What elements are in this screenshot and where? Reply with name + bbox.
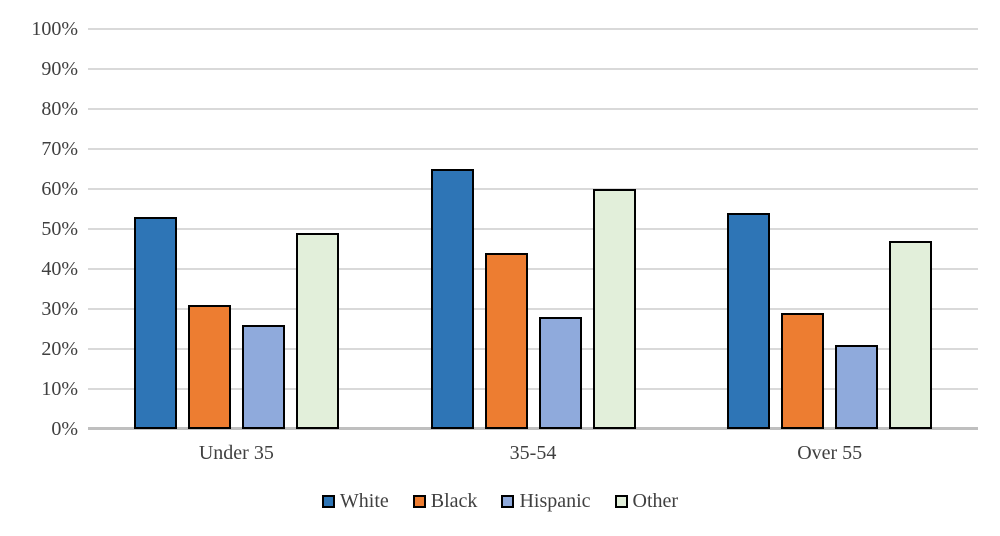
bar-group [88,29,385,429]
bar-other-under-35 [295,233,339,429]
legend-item-black: Black [412,490,478,513]
gridline [88,228,978,230]
legend-swatch-icon [501,495,515,508]
gridline [88,268,978,270]
y-tick-label: 90% [41,58,78,80]
legend-item-other: Other [614,490,679,513]
bar-white-35-54 [430,169,474,429]
y-tick-label: 100% [31,18,78,40]
bar-black-35-54 [484,253,528,429]
bar-black-over-55 [781,313,825,429]
x-axis-labels: Under 35 35-54 Over 55 [88,442,978,465]
gridline [88,188,978,190]
gridline [88,348,978,350]
y-tick-label: 80% [41,98,78,120]
legend-swatch-icon [321,495,335,508]
gridline [88,108,978,110]
x-axis-category-label: Under 35 [198,442,274,464]
bar-white-over-55 [727,213,771,429]
gridline [88,28,978,30]
bar-other-35-54 [592,189,636,429]
bar-hispanic-under-35 [241,325,285,429]
bar-hispanic-35-54 [538,317,582,429]
x-axis-category-label: Over 55 [797,442,863,464]
legend-swatch-icon [412,495,426,508]
y-axis: 0% 10% 20% 30% 40% 50% 60% 70% 80% 90% 100% [0,18,78,440]
y-tick-label: 0% [51,418,78,440]
y-tick-label: 60% [41,178,78,200]
bar-group [385,29,682,429]
y-tick-label: 30% [41,298,78,320]
legend: White Black Hispanic Other [0,490,1000,513]
gridline [88,68,978,70]
y-tick-label: 20% [41,338,78,360]
y-tick-label: 70% [41,138,78,160]
legend-label: Hispanic [519,490,591,512]
y-tick-label: 40% [41,258,78,280]
legend-swatch-icon [614,495,628,508]
legend-item-hispanic: Hispanic [501,490,591,513]
bar-groups [88,29,978,429]
y-tick-label: 10% [41,378,78,400]
bar-black-under-35 [187,305,231,429]
legend-label: Black [430,490,478,512]
y-tick-label: 50% [41,218,78,240]
bar-other-over-55 [889,241,933,429]
gridline [88,388,978,390]
gridline [88,148,978,150]
legend-label: Other [632,490,679,512]
gridline [88,308,978,310]
bar-hispanic-over-55 [835,345,879,429]
plot-area [88,28,978,430]
x-axis-line [88,427,978,430]
bar-white-under-35 [133,217,177,429]
x-axis-category-label: 35-54 [509,442,557,464]
legend-label: White [339,490,389,512]
legend-item-white: White [321,490,389,513]
bar-group [681,29,978,429]
